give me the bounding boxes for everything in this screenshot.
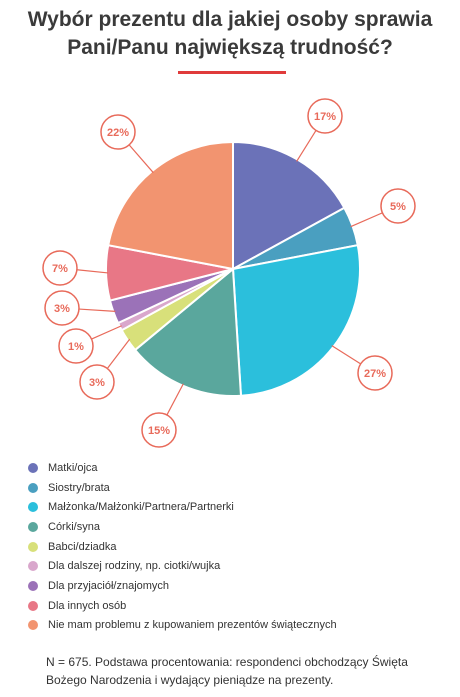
- data-label: 1%: [68, 341, 84, 353]
- data-label: 5%: [390, 201, 406, 213]
- callout-line: [350, 212, 383, 228]
- legend-label: Babci/dziadka: [48, 540, 117, 553]
- callout-circle: [380, 188, 416, 224]
- data-label: 15%: [148, 425, 170, 437]
- legend-label: Małżonka/Małżonki/Partnera/Partnerki: [48, 501, 234, 514]
- chart-title: Wybór prezentu dla jakiej osoby sprawia …: [27, 8, 433, 59]
- legend-item: Córki/syna: [28, 517, 448, 537]
- data-label: 17%: [314, 111, 336, 123]
- data-label: 3%: [89, 377, 105, 389]
- callout-circle: [307, 98, 343, 134]
- legend-label: Dla przyjaciół/znajomych: [48, 579, 170, 592]
- legend-item: Nie mam problemu z kupowaniem prezentów …: [28, 616, 448, 636]
- title-underline: [178, 71, 286, 74]
- callout-line: [331, 345, 361, 365]
- pie-slice: [231, 244, 361, 397]
- legend-item: Dla dalszej rodziny, np. ciotki/wujka: [28, 556, 448, 576]
- legend-swatch: [28, 541, 38, 552]
- legend: Matki/ojca Siostry/brata Małżonka/Małżonki…: [28, 458, 448, 635]
- legend-swatch: [28, 620, 38, 631]
- pie-chart: 17% 5% 27% 15% 3% 1% 3% 7% 22%: [42, 98, 416, 448]
- callout-line: [76, 269, 109, 274]
- data-label: 22%: [107, 127, 129, 139]
- legend-item: Małżonka/Małżonki/Partnera/Partnerki: [28, 497, 448, 517]
- callout-line: [166, 383, 184, 416]
- legend-label: Siostry/brata: [48, 481, 110, 494]
- legend-swatch: [28, 502, 38, 513]
- data-label: 3%: [54, 303, 70, 315]
- data-label: 7%: [52, 263, 68, 275]
- legend-item: Dla przyjaciół/znajomych: [28, 576, 448, 596]
- callout-circle: [42, 250, 78, 286]
- legend-swatch: [28, 580, 38, 591]
- callout-circle: [141, 412, 177, 448]
- legend-swatch: [28, 600, 38, 611]
- legend-swatch: [28, 521, 38, 532]
- legend-swatch: [28, 561, 38, 572]
- callout-circle: [357, 355, 393, 391]
- legend-label: Dla innych osób: [48, 599, 127, 612]
- legend-label: Córki/syna: [48, 520, 100, 533]
- callout-line: [106, 338, 131, 369]
- callout-line: [78, 308, 116, 312]
- legend-item: Matki/ojca: [28, 458, 448, 478]
- footnote: N = 675. Podstawa procentowania: respond…: [46, 655, 408, 687]
- legend-item: Dla innych osób: [28, 596, 448, 616]
- callout-circle: [79, 364, 115, 400]
- callout-line: [296, 130, 317, 162]
- legend-item: Babci/dziadka: [28, 537, 448, 557]
- legend-label: Matki/ojca: [48, 461, 98, 474]
- legend-item: Siostry/brata: [28, 478, 448, 498]
- callout-line: [128, 144, 154, 174]
- legend-swatch: [28, 462, 38, 473]
- legend-label: Dla dalszej rodziny, np. ciotki/wujka: [48, 560, 221, 573]
- callout-circle: [44, 290, 80, 326]
- data-label: 27%: [364, 368, 386, 380]
- legend-label: Nie mam problemu z kupowaniem prezentów …: [48, 619, 337, 632]
- callout-line: [91, 325, 122, 340]
- callout-circle: [58, 328, 94, 364]
- callout-circle: [100, 114, 136, 150]
- legend-swatch: [28, 482, 38, 493]
